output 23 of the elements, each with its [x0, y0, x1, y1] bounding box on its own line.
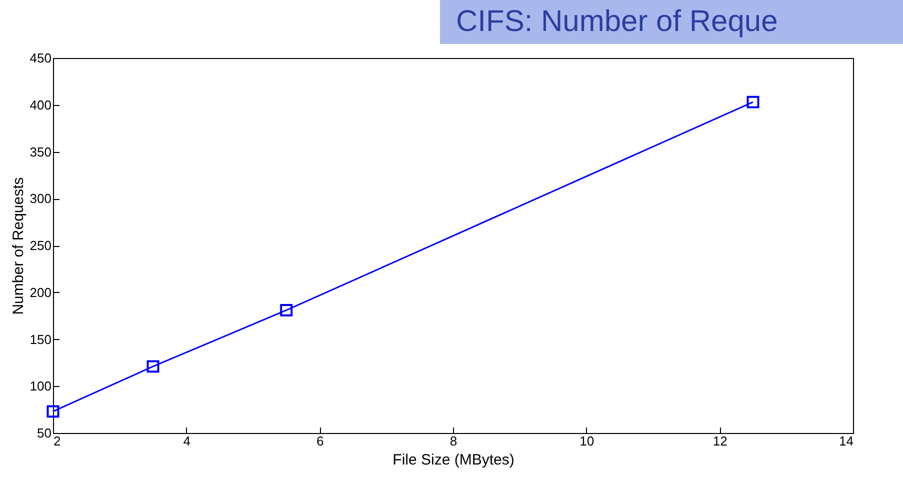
x-tick-label: 6	[316, 434, 324, 448]
point	[746, 96, 760, 108]
y-tick-label: 200	[30, 284, 52, 300]
y-tick-label: 150	[30, 332, 52, 347]
x-axis-title: File Size (MBytes)	[392, 452, 514, 468]
x-tick-label: 12	[712, 434, 728, 448]
x-tick-label: 14	[839, 434, 854, 448]
point	[280, 304, 293, 316]
point	[46, 405, 60, 418]
point	[146, 360, 160, 373]
chart-title: CIFS: Number of Reque	[440, 0, 903, 44]
y-tick-label: 250	[30, 238, 52, 253]
x-tick-label: 2	[54, 434, 61, 448]
y-tick-label: 450	[30, 50, 52, 66]
x-tick-label: 8	[450, 434, 458, 448]
y-tick-label: 100	[30, 378, 52, 394]
y-tick-label: 50	[37, 426, 52, 440]
y-tick-label: 350	[30, 144, 52, 160]
y-axis-title: Number of Requests	[10, 177, 27, 315]
y-tick-label: 400	[30, 97, 52, 112]
y-tick-label: 300	[30, 191, 52, 206]
x-tick-label: 4	[183, 434, 190, 448]
x-tick-label: 10	[580, 434, 594, 448]
